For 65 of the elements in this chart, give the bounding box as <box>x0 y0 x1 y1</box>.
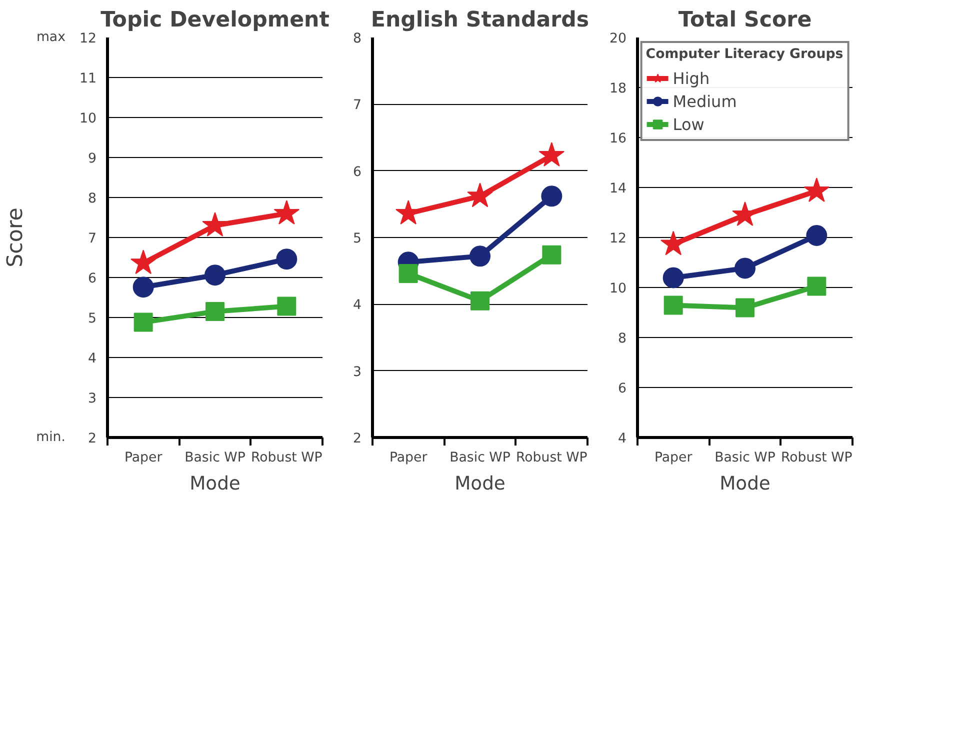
chart-title: Total Score <box>678 8 812 32</box>
point <box>470 291 490 310</box>
point <box>274 200 300 225</box>
y-tick-label: 10 <box>80 112 97 126</box>
x-tick-label: Basic WP <box>714 450 776 466</box>
legend-label: Medium <box>672 90 737 112</box>
point <box>130 250 156 274</box>
y-tick-label: 9 <box>88 152 97 166</box>
legend-title: Computer Literacy Groups <box>646 47 844 62</box>
point <box>132 276 154 298</box>
point <box>542 245 562 264</box>
y-axis-title: Score <box>3 208 28 268</box>
y-tick-label: 2 <box>88 432 97 446</box>
x-axis-title: Mode <box>454 474 506 494</box>
x-tick-label: Robust WP <box>516 450 588 466</box>
text: min. <box>36 430 66 445</box>
y-tick-label: 2 <box>353 432 362 446</box>
y-tick-label: 8 <box>353 32 362 46</box>
chart-title: Topic Development <box>100 8 330 32</box>
chart-title: English Standards <box>370 8 590 32</box>
point <box>206 302 224 321</box>
y-tick-label: 8 <box>88 192 97 206</box>
point <box>202 212 228 237</box>
y-tick-label: 7 <box>88 232 97 246</box>
x-tick-label: Paper <box>389 450 428 466</box>
legend-label: High <box>672 68 710 89</box>
point <box>276 248 298 270</box>
y-tick-label: 6 <box>353 164 362 180</box>
x-tick-label: Robust WP <box>250 450 322 466</box>
x-tick-label: Basic WP <box>450 450 510 466</box>
point <box>470 246 490 267</box>
y-tick-label: 7 <box>353 98 362 114</box>
y-tick-label: 3 <box>88 392 97 406</box>
point <box>538 142 565 167</box>
y-tick-label: 3 <box>353 364 362 380</box>
y-tick-label: 5 <box>353 232 362 246</box>
y-tick-label: 12 <box>80 32 97 46</box>
point <box>134 312 153 332</box>
y-tick-label: 6 <box>88 272 97 286</box>
y-tick-label: 16 <box>610 132 627 146</box>
x-axis-title: Mode <box>190 474 240 494</box>
legend-label: Low <box>672 114 704 135</box>
y-tick-label: 18 <box>610 82 627 96</box>
y-tick-label: 4 <box>88 352 97 366</box>
y-tick-label: 10 <box>610 282 627 296</box>
y-tick-label: 4 <box>618 432 627 446</box>
y-tick-label: 12 <box>610 232 627 246</box>
x-axis-title: Mode <box>720 474 770 494</box>
y-tick-label: 8 <box>618 332 627 346</box>
y-tick-label: 11 <box>80 72 97 86</box>
point <box>277 296 296 316</box>
point <box>398 264 418 283</box>
x-tick-label: Robust WP <box>780 450 852 466</box>
point <box>467 182 493 208</box>
point <box>204 264 226 286</box>
y-tick-label: 5 <box>88 312 97 326</box>
y-tick-label: 14 <box>610 182 627 196</box>
point <box>541 186 562 207</box>
y-tick-label: 6 <box>618 382 627 396</box>
x-tick-label: Basic WP <box>184 450 246 466</box>
y-tick-label: 20 <box>610 32 627 46</box>
text: max <box>36 30 66 45</box>
x-tick-label: Paper <box>654 450 693 466</box>
x-tick-label: Paper <box>124 450 163 466</box>
y-tick-label: 4 <box>353 298 362 314</box>
